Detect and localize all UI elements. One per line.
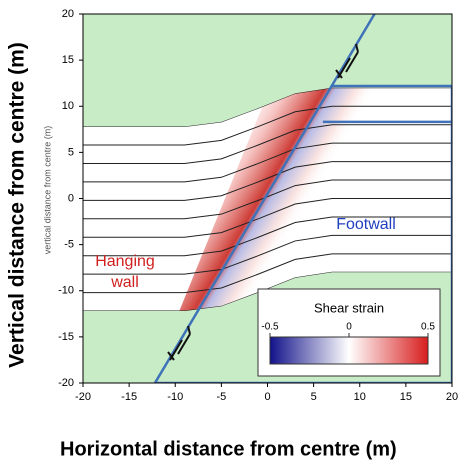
x-tick-label: 0 xyxy=(264,391,270,403)
y-axis-label: Vertical distance from centre (m) xyxy=(6,42,29,368)
plot-area xyxy=(83,14,452,383)
annotation: Hanging xyxy=(95,253,155,270)
y-tick-label: 20 xyxy=(62,8,74,20)
x-tick-label: -20 xyxy=(75,391,91,403)
y-tick-label: -15 xyxy=(58,331,74,343)
annotation: wall xyxy=(110,274,139,291)
x-tick-label: -10 xyxy=(167,391,183,403)
axes: -20 -15 -10 -5 0 5 10 15 20 -20 -15 -10 -5 0 5 10 15 20 xyxy=(58,8,458,403)
colorbar-tick-label: 0.5 xyxy=(421,322,435,333)
layer-line xyxy=(83,216,452,257)
y-tick-label: 0 xyxy=(68,192,74,204)
annotation: Footwall xyxy=(336,216,396,233)
layer-line xyxy=(83,142,452,183)
y-tick-label: -20 xyxy=(58,377,74,389)
layer-line xyxy=(83,87,452,128)
x-tick-label: -15 xyxy=(121,391,137,403)
slip-arrows xyxy=(167,43,359,361)
y-tick-label: 5 xyxy=(68,146,74,158)
y-tick-label: -10 xyxy=(58,285,74,297)
layer-line xyxy=(83,161,452,201)
layer-line xyxy=(83,198,452,238)
y-tick-label: 15 xyxy=(62,54,74,66)
boundary-line xyxy=(153,14,376,383)
layer-line xyxy=(83,179,452,220)
y-tick-label: -5 xyxy=(64,239,74,251)
x-tick-label: 10 xyxy=(354,391,366,403)
colorbar-tick-label: -0.5 xyxy=(261,322,279,333)
x-tick-label: -5 xyxy=(216,391,226,403)
layer-line xyxy=(83,253,452,294)
x-axis-label: Horizontal distance from centre (m) xyxy=(60,438,397,460)
layer-line xyxy=(83,124,452,164)
layer-line xyxy=(83,234,452,275)
x-tick-label: 20 xyxy=(446,391,458,403)
y-tick-label: 10 xyxy=(62,100,74,112)
colorbar-bar xyxy=(269,336,429,365)
colorbar: Shear strain -0.5 0 0.5 xyxy=(257,288,441,377)
inner-y-label: vertical distance from centre (m) xyxy=(42,126,52,255)
layer-line xyxy=(83,105,452,146)
colorbar-label: Shear strain xyxy=(314,300,384,315)
x-tick-label: 15 xyxy=(400,391,412,403)
colorbar-tick-label: 0 xyxy=(346,322,352,333)
x-tick-label: 5 xyxy=(311,391,317,403)
